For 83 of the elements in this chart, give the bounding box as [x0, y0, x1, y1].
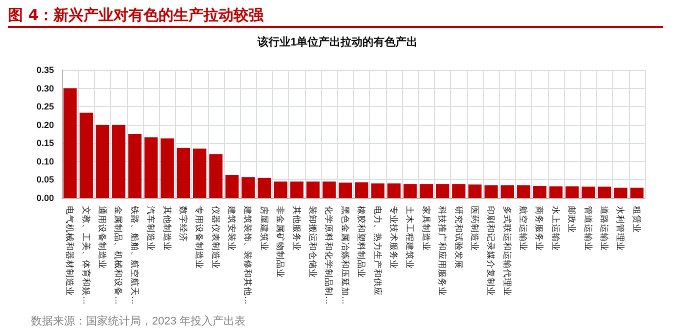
x-tick-label: 科技推广和应用服务业 — [438, 206, 448, 296]
bar — [144, 137, 158, 198]
x-tick-label: 仪器仪表制造业 — [210, 206, 221, 269]
x-tick-label: 其他制造业 — [162, 206, 172, 251]
x-tick-label: 水利管理业 — [616, 206, 626, 251]
x-tick-label: 印刷和记录媒介复制业 — [486, 206, 496, 296]
x-tick-label: 道路运输业 — [600, 206, 610, 251]
y-tick-label: 0.00 — [36, 193, 54, 203]
bar — [452, 184, 466, 198]
bar — [598, 186, 612, 198]
y-tick-label: 0.05 — [36, 174, 54, 185]
x-tick-label: 土木工程建筑业 — [405, 206, 416, 269]
y-tick-label: 0.35 — [36, 65, 54, 75]
bar — [322, 182, 336, 198]
bar — [549, 186, 563, 198]
x-tick-label: 专用设备制造业 — [194, 206, 205, 269]
bar — [225, 174, 239, 198]
bar — [630, 188, 644, 198]
y-tick-label: 0.20 — [36, 120, 54, 130]
bar — [274, 182, 288, 198]
x-tick-label: 家具制造业 — [421, 206, 432, 251]
chart-subtitle: 该行业1单位产出拉动的有色产出 — [256, 36, 418, 48]
bar — [63, 88, 77, 198]
x-tick-label: 电气机械和器材制造业 — [65, 206, 76, 296]
x-tick-label: 水上运输业 — [550, 206, 561, 251]
x-tick-label: 装卸搬运和仓储业 — [308, 206, 318, 278]
x-tick-label: 房屋建筑业 — [259, 206, 270, 251]
bar — [258, 178, 272, 198]
bar — [565, 186, 579, 198]
bar — [533, 186, 546, 198]
chart-title: 图 4：新兴产业对有色的生产拉动较强 — [8, 4, 663, 28]
bar — [500, 185, 514, 198]
bar — [484, 185, 498, 198]
x-tick-label: 橡胶和塑料制品业 — [356, 206, 367, 278]
x-tick-label: 建筑安装业 — [227, 205, 238, 251]
bar — [354, 182, 368, 198]
x-tick-label: 租赁业 — [632, 206, 642, 233]
bar — [516, 185, 530, 198]
bar — [160, 138, 174, 198]
x-tick-label: 文教、工美、体育和娱… — [81, 206, 92, 304]
bar — [176, 148, 190, 198]
x-tick-label: 邮政业 — [567, 206, 578, 233]
x-tick-label: 铁路、船舶、航空航天… — [130, 205, 140, 304]
bar — [338, 182, 352, 198]
x-tick-label: 航空运输业 — [518, 206, 529, 251]
bar — [404, 184, 417, 198]
x-tick-label: 非金属矿物制品业 — [276, 206, 286, 278]
x-tick-label: 医药制造业 — [470, 206, 480, 251]
y-tick-label: 0.15 — [36, 138, 54, 148]
x-tick-label: 电力、热力生产和供应 — [372, 206, 383, 296]
x-tick-label: 数字经济 — [178, 206, 188, 242]
y-tick-label: 0.10 — [36, 156, 54, 166]
x-tick-label: 金属制品、机械和设备… — [114, 206, 124, 304]
x-tick-label: 研究和试验发展 — [454, 206, 464, 269]
bar — [242, 177, 255, 198]
bar — [128, 134, 142, 198]
bar — [387, 183, 401, 198]
x-tick-label: 汽车制造业 — [146, 206, 156, 251]
x-tick-label: 黑色金属冶炼和压延加… — [340, 206, 350, 304]
bar — [582, 186, 595, 198]
x-tick-label: 多式联运和运输代理业 — [502, 206, 512, 296]
x-tick-label: 管道运输业 — [583, 206, 594, 251]
bar — [193, 148, 206, 198]
bar — [209, 154, 222, 198]
x-tick-label: 通用设备制造业 — [97, 206, 108, 269]
x-tick-label: 专业技术服务业 — [388, 206, 399, 269]
x-tick-label: 商务服务业 — [534, 206, 545, 251]
y-tick-label: 0.25 — [36, 102, 54, 112]
x-tick-label: 化学原料和化学制品制… — [324, 206, 334, 304]
y-tick-label: 0.30 — [36, 83, 54, 94]
bar — [96, 124, 110, 198]
bar — [306, 182, 320, 198]
bar — [436, 184, 450, 198]
source-note: 数据来源：国家统计局，2023 年投入产出表 — [31, 314, 246, 328]
x-tick-label: 其他服务业 — [292, 206, 302, 251]
bar — [80, 112, 93, 198]
bar — [112, 124, 126, 198]
x-tick-label: 建筑装饰、装修和其他… — [243, 205, 254, 304]
bar — [420, 184, 434, 198]
bar — [290, 182, 304, 198]
bar — [614, 188, 628, 198]
bar — [468, 184, 482, 198]
bar — [371, 183, 384, 198]
